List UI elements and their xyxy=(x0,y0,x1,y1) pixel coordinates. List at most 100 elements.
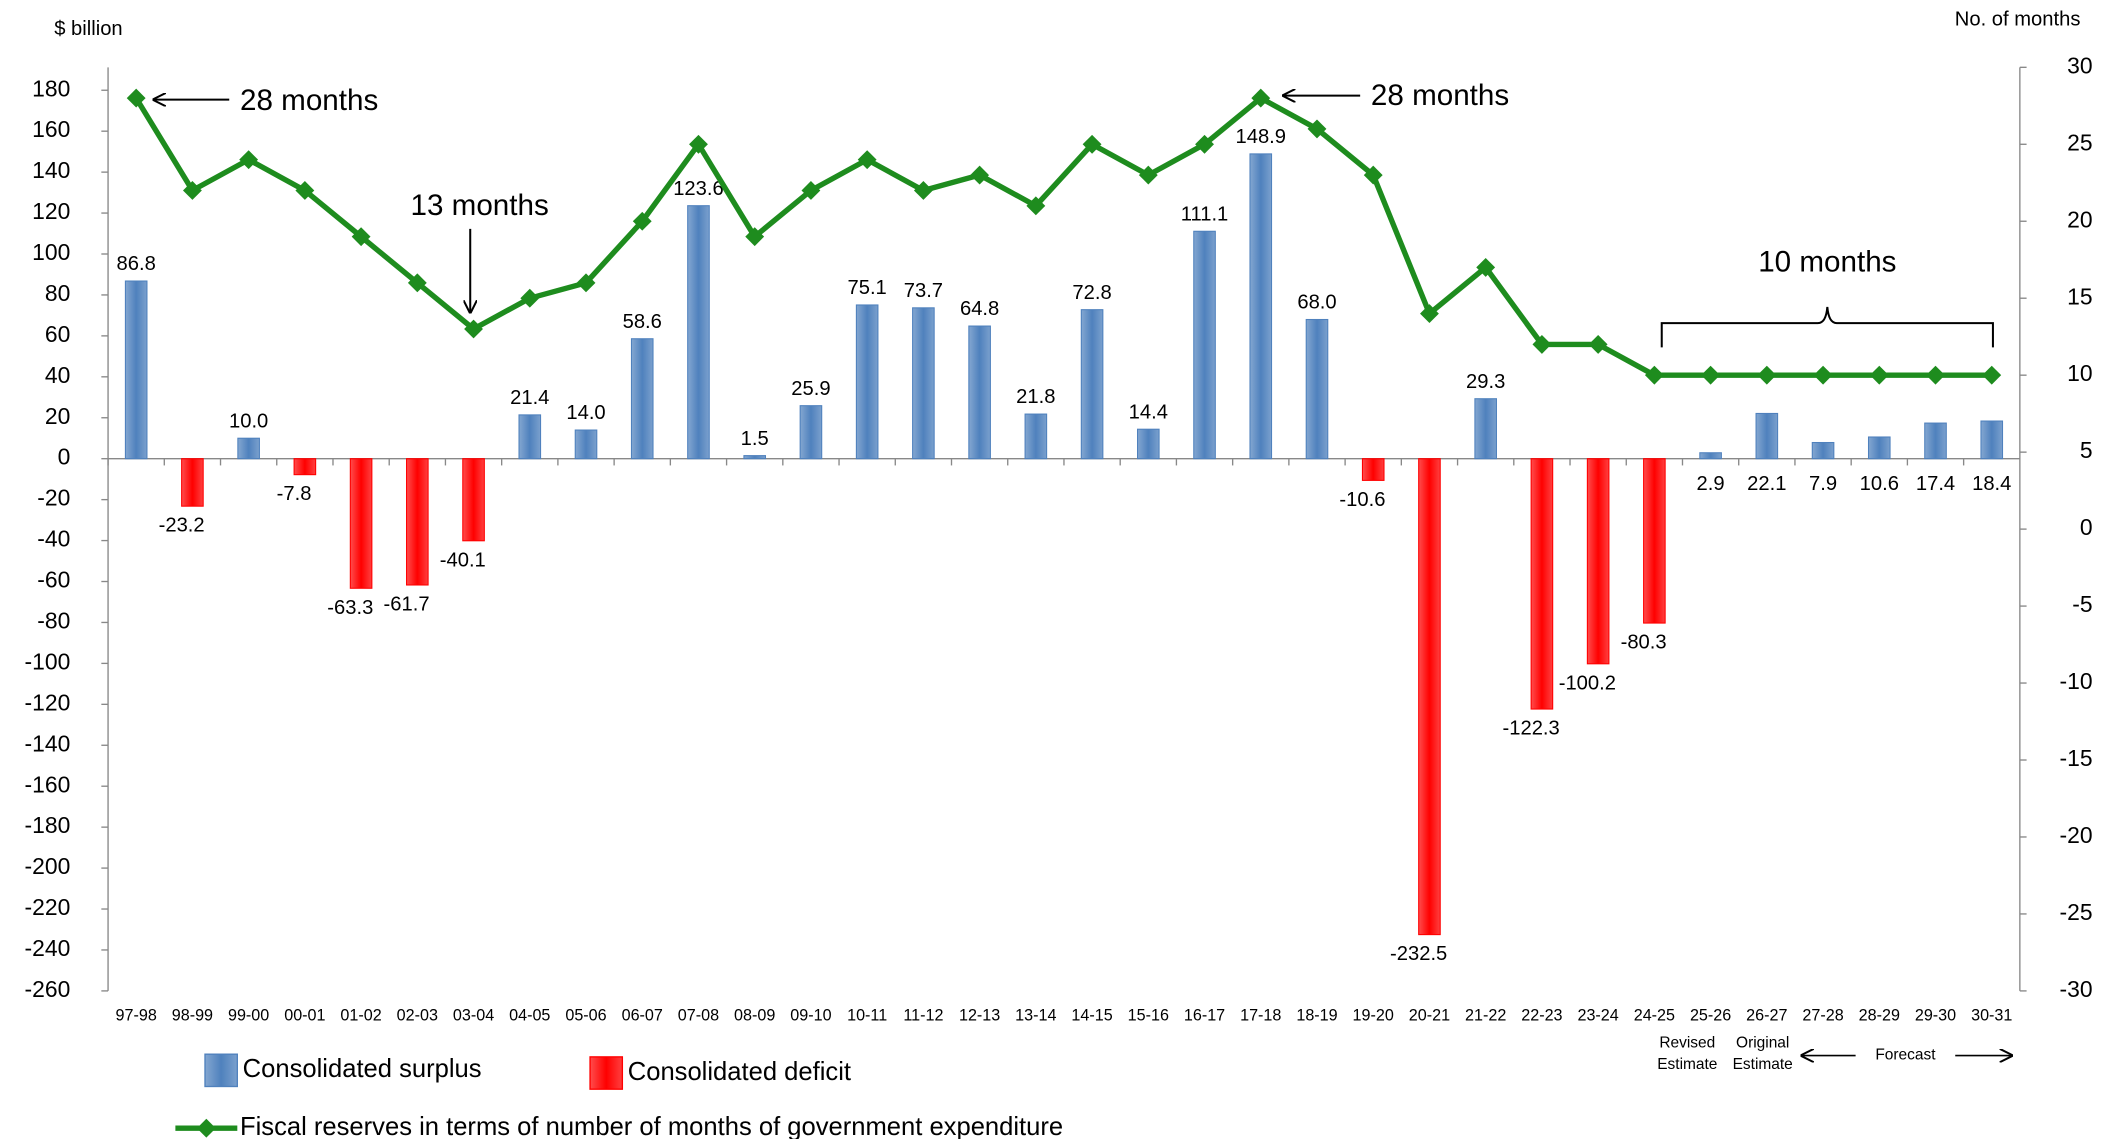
y-tick-label: -200 xyxy=(25,853,71,879)
legend-label: Fiscal reserves in terms of number of mo… xyxy=(240,1113,1063,1139)
value-label: 2.9 xyxy=(1697,473,1725,495)
legend-label: Consolidated deficit xyxy=(628,1058,851,1086)
annotation: Forecast xyxy=(1875,1047,1936,1064)
value-label: 86.8 xyxy=(117,253,156,275)
bar xyxy=(349,458,373,589)
bar xyxy=(1980,420,2004,460)
y2-tick-label: 5 xyxy=(2080,437,2093,463)
legend-label: Consolidated surplus xyxy=(243,1055,482,1083)
value-label: 68.0 xyxy=(1297,292,1336,314)
value-label: 14.4 xyxy=(1129,401,1168,423)
bar xyxy=(462,458,485,542)
line-marker xyxy=(970,165,990,185)
y2-tick-label: -15 xyxy=(2060,745,2093,771)
line-marker xyxy=(295,181,315,200)
y-tick-label: -160 xyxy=(25,771,71,797)
annotation: 28 months xyxy=(240,84,378,117)
value-label: 17.4 xyxy=(1916,473,1955,495)
x-tick-label: 18-19 xyxy=(1296,1007,1337,1025)
bar xyxy=(1249,153,1273,460)
x-tick-label: 02-03 xyxy=(397,1007,438,1025)
line-marker xyxy=(857,150,877,170)
value-label: 25.9 xyxy=(791,378,830,400)
x-tick-label: 23-24 xyxy=(1577,1007,1618,1025)
value-label: -80.3 xyxy=(1621,632,1667,654)
y-tick-label: -180 xyxy=(25,812,71,838)
x-tick-label: 15-16 xyxy=(1128,1007,1169,1025)
value-label: 21.8 xyxy=(1016,386,1055,408)
x-tick-label: 98-99 xyxy=(172,1007,213,1025)
legend-swatch xyxy=(196,1118,216,1138)
bar xyxy=(124,280,148,460)
y2-tick-label: 10 xyxy=(2067,360,2092,386)
y-axis-label: $ billion xyxy=(54,18,122,40)
value-label: -63.3 xyxy=(327,597,373,619)
x-tick-label: 26-27 xyxy=(1746,1007,1787,1025)
bar xyxy=(574,429,598,460)
y-tick-label: 20 xyxy=(45,403,70,429)
y-tick-label: 0 xyxy=(58,444,71,470)
line-marker xyxy=(1195,134,1214,154)
y2-tick-label: 25 xyxy=(2067,129,2092,155)
line-marker xyxy=(1982,365,2002,385)
value-label: 10.6 xyxy=(1860,473,1899,495)
y2-tick-label: 30 xyxy=(2067,52,2092,78)
y-tick-label: 160 xyxy=(32,116,70,142)
legend-swatch xyxy=(204,1053,238,1088)
x-tick-label: 06-07 xyxy=(622,1007,663,1025)
x-tick-label: 12-13 xyxy=(959,1007,1000,1025)
x-tick-label: 97-98 xyxy=(116,1007,157,1025)
bar xyxy=(1924,422,1947,460)
value-label: 148.9 xyxy=(1236,126,1287,148)
bar xyxy=(743,455,767,460)
y-tick-label: 120 xyxy=(32,198,70,224)
y-tick-label: -60 xyxy=(37,567,70,593)
bar xyxy=(1643,458,1666,624)
y-tick-label: -260 xyxy=(25,976,71,1002)
bar xyxy=(1811,441,1835,460)
bar xyxy=(1474,398,1497,460)
line-marker xyxy=(407,273,427,293)
bar xyxy=(1080,309,1104,460)
value-label: 111.1 xyxy=(1181,203,1229,225)
line-marker xyxy=(239,150,259,170)
x-tick-label: 24-25 xyxy=(1634,1007,1675,1025)
x-tick-label: 00-01 xyxy=(284,1007,325,1025)
y-tick-label: -240 xyxy=(25,935,71,961)
line-marker xyxy=(1926,365,1945,385)
x-tick-label: 17-18 xyxy=(1240,1007,1281,1025)
value-label: 10.0 xyxy=(229,410,268,432)
line-marker xyxy=(1082,134,1102,154)
x-tick-label: 21-22 xyxy=(1465,1007,1506,1025)
x-tick-label: 01-02 xyxy=(340,1007,381,1025)
bar xyxy=(1418,458,1441,936)
value-label: 14.0 xyxy=(566,402,605,424)
y-tick-label: 140 xyxy=(32,157,70,183)
x-tick-label: 13-14 xyxy=(1015,1007,1056,1025)
bar xyxy=(181,458,204,507)
x-tick-label: 20-21 xyxy=(1409,1007,1450,1025)
x-tick-label: 28-29 xyxy=(1859,1007,1900,1025)
line xyxy=(133,94,1992,378)
annotation-arrows xyxy=(154,96,2012,1056)
value-label: -23.2 xyxy=(159,515,205,537)
value-label: 123.6 xyxy=(673,178,724,200)
line-marker xyxy=(801,181,821,200)
x-tick-label: 25-26 xyxy=(1690,1007,1731,1025)
y2-tick-label: -10 xyxy=(2060,668,2093,694)
x-tick-label: 14-15 xyxy=(1071,1007,1112,1025)
line-marker xyxy=(126,88,146,108)
bar xyxy=(1024,413,1048,460)
x-tick-label: 19-20 xyxy=(1353,1007,1394,1025)
bar xyxy=(1193,230,1216,460)
value-label: -232.5 xyxy=(1390,943,1447,965)
bar xyxy=(237,437,260,460)
bar xyxy=(518,414,542,460)
annotation: Revised xyxy=(1659,1035,1715,1052)
bar xyxy=(406,458,429,586)
value-label: 64.8 xyxy=(960,298,999,320)
value-label: 72.8 xyxy=(1072,282,1111,304)
value-label: -10.6 xyxy=(1339,489,1385,511)
line-marker xyxy=(1757,365,1777,385)
